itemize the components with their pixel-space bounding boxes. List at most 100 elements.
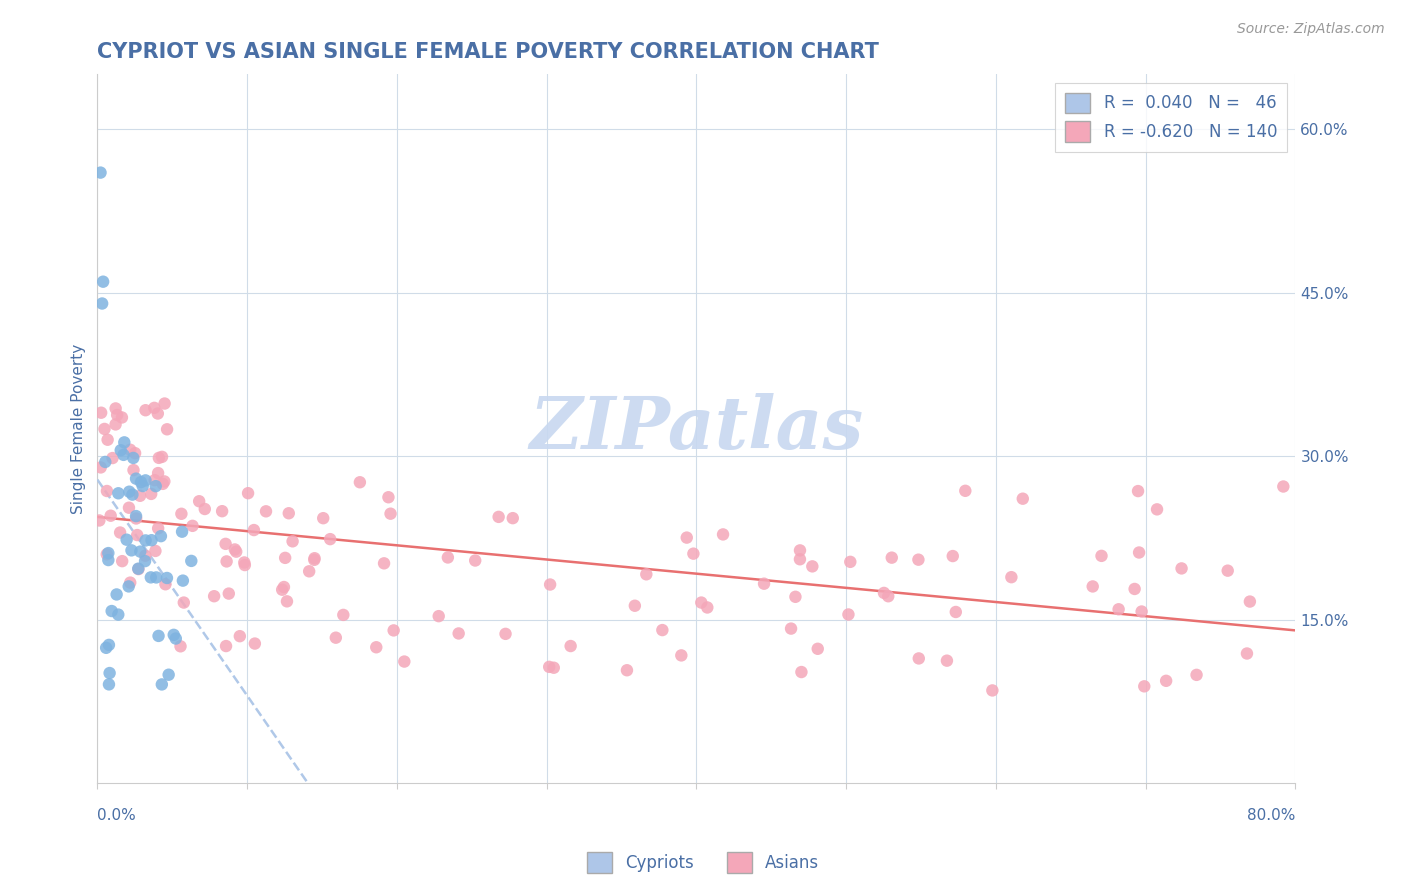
Point xyxy=(243,636,266,650)
Point xyxy=(839,555,862,569)
Point xyxy=(696,600,718,615)
Point xyxy=(616,663,638,677)
Point xyxy=(112,435,135,450)
Point xyxy=(236,486,259,500)
Point xyxy=(1185,668,1208,682)
Point xyxy=(437,550,460,565)
Point xyxy=(877,589,900,603)
Point xyxy=(141,533,163,548)
Point xyxy=(105,408,128,422)
Point xyxy=(1216,564,1239,578)
Point xyxy=(211,504,233,518)
Point xyxy=(624,599,647,613)
Point xyxy=(90,406,112,420)
Point xyxy=(97,553,120,567)
Y-axis label: Single Female Poverty: Single Female Poverty xyxy=(72,343,86,514)
Point xyxy=(380,507,402,521)
Point xyxy=(90,460,112,475)
Point xyxy=(156,571,179,585)
Point xyxy=(807,641,830,656)
Point xyxy=(100,508,122,523)
Point xyxy=(141,487,163,501)
Point xyxy=(134,554,156,568)
Point xyxy=(122,450,145,465)
Point xyxy=(134,549,156,563)
Point xyxy=(229,629,252,643)
Point xyxy=(873,586,896,600)
Point xyxy=(115,533,138,547)
Point xyxy=(143,401,166,415)
Point xyxy=(120,442,142,457)
Point xyxy=(325,631,347,645)
Point xyxy=(97,546,120,560)
Point xyxy=(801,559,824,574)
Point xyxy=(366,640,388,655)
Point xyxy=(790,665,813,679)
Point xyxy=(945,605,967,619)
Point xyxy=(155,577,177,591)
Point xyxy=(1146,502,1168,516)
Point xyxy=(188,494,211,508)
Point xyxy=(447,626,470,640)
Point xyxy=(112,448,135,462)
Point xyxy=(789,552,811,566)
Point xyxy=(218,586,240,600)
Point xyxy=(298,564,321,578)
Point xyxy=(122,463,145,477)
Point xyxy=(981,683,1004,698)
Point xyxy=(150,450,173,464)
Point xyxy=(94,455,117,469)
Point xyxy=(1011,491,1033,506)
Text: 0.0%: 0.0% xyxy=(97,808,136,823)
Point xyxy=(172,574,194,588)
Point xyxy=(145,544,167,558)
Point xyxy=(312,511,335,525)
Point xyxy=(837,607,859,622)
Point xyxy=(111,554,134,568)
Point xyxy=(170,524,193,539)
Point xyxy=(125,511,148,525)
Point xyxy=(96,483,118,498)
Text: CYPRIOT VS ASIAN SINGLE FEMALE POVERTY CORRELATION CHART: CYPRIOT VS ASIAN SINGLE FEMALE POVERTY C… xyxy=(97,42,879,62)
Point xyxy=(671,648,693,663)
Point xyxy=(349,475,371,490)
Point xyxy=(304,551,326,566)
Point xyxy=(153,475,176,489)
Point xyxy=(118,500,141,515)
Point xyxy=(105,587,128,601)
Point xyxy=(100,604,122,618)
Point xyxy=(107,607,129,622)
Point xyxy=(332,607,354,622)
Point xyxy=(780,622,803,636)
Point xyxy=(538,660,561,674)
Point xyxy=(152,476,174,491)
Point xyxy=(97,677,120,691)
Point xyxy=(173,596,195,610)
Point xyxy=(464,553,486,567)
Point xyxy=(121,487,143,501)
Point xyxy=(1154,673,1177,688)
Point xyxy=(690,596,713,610)
Point xyxy=(127,562,149,576)
Point xyxy=(135,533,157,548)
Point xyxy=(955,483,977,498)
Point xyxy=(274,550,297,565)
Point xyxy=(129,475,152,489)
Point xyxy=(118,484,141,499)
Point xyxy=(1090,549,1112,563)
Point xyxy=(143,473,166,487)
Point xyxy=(104,417,127,432)
Point xyxy=(110,443,132,458)
Point xyxy=(131,479,153,493)
Point xyxy=(180,554,202,568)
Point xyxy=(394,655,416,669)
Point xyxy=(89,513,111,527)
Point xyxy=(377,490,399,504)
Point xyxy=(135,403,157,417)
Point xyxy=(233,556,256,570)
Point xyxy=(146,521,169,535)
Point xyxy=(90,166,112,180)
Point xyxy=(104,401,127,416)
Point xyxy=(150,677,173,691)
Point xyxy=(101,451,124,466)
